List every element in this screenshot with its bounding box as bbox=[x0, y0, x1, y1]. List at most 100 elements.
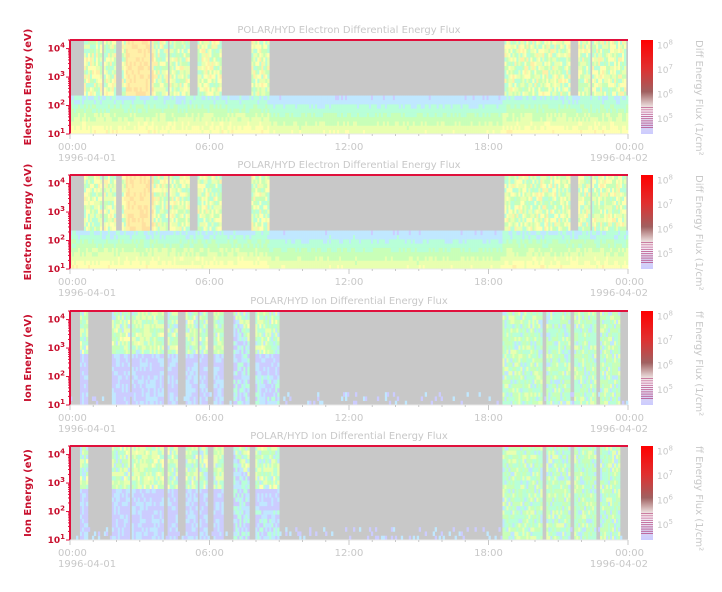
spectrogram-cell bbox=[522, 91, 525, 96]
spectrogram-cell bbox=[315, 125, 318, 131]
spectrogram-cell bbox=[554, 69, 557, 75]
spectrogram-cell bbox=[211, 69, 214, 75]
spectrogram-cell bbox=[578, 78, 581, 84]
spectrogram-cell bbox=[177, 52, 180, 58]
spectrogram-cell bbox=[289, 104, 292, 109]
spectrogram-cell bbox=[578, 48, 581, 54]
spectrogram-cell bbox=[161, 69, 164, 75]
spectrogram-cell bbox=[343, 108, 346, 113]
spectrogram-cell bbox=[556, 95, 559, 101]
spectrogram-cell bbox=[259, 52, 262, 58]
spectrogram-cell bbox=[486, 108, 489, 113]
spectrogram-cell bbox=[572, 129, 575, 135]
spectrogram-cell bbox=[245, 125, 248, 131]
spectrogram-cell bbox=[249, 104, 252, 109]
spectrogram-cell bbox=[253, 61, 256, 66]
spectrogram-cell bbox=[139, 226, 143, 231]
spectrogram-cell bbox=[135, 121, 139, 126]
spectrogram-cell bbox=[612, 95, 615, 101]
spectrogram-cell bbox=[145, 226, 149, 231]
spectrogram-cell bbox=[546, 108, 549, 113]
spectrogram-cell bbox=[269, 121, 272, 126]
spectrogram-cell bbox=[131, 91, 135, 96]
spectrogram-cell bbox=[584, 121, 587, 126]
spectrogram-cell bbox=[99, 48, 103, 54]
spectrogram-cell bbox=[598, 125, 601, 131]
spectrogram-cell bbox=[594, 61, 597, 66]
spectrogram-cell bbox=[103, 82, 107, 88]
spectrogram-cell bbox=[83, 116, 87, 122]
spectrogram-cell bbox=[141, 251, 145, 257]
spectrogram-cell bbox=[109, 192, 113, 197]
spectrogram-cell bbox=[380, 121, 384, 126]
spectrogram-cell bbox=[540, 91, 543, 96]
spectrogram-cell bbox=[87, 121, 91, 126]
spectrogram-cell bbox=[161, 121, 164, 126]
spectrogram-cell bbox=[594, 82, 597, 88]
spectrogram-cell bbox=[235, 129, 238, 135]
spectrogram-cell bbox=[504, 82, 507, 88]
spectrogram-cell bbox=[125, 61, 129, 66]
spectrogram-cell bbox=[93, 243, 97, 248]
spectrogram-cell bbox=[618, 40, 621, 45]
spectrogram-cell bbox=[602, 82, 605, 88]
spectrogram-cell bbox=[125, 57, 129, 62]
spectrogram-cell bbox=[203, 44, 206, 49]
spectrogram-cell bbox=[181, 116, 184, 122]
spectrogram-cell bbox=[303, 95, 306, 101]
spectrogram-cell bbox=[255, 74, 258, 79]
spectrogram-cell bbox=[171, 121, 174, 126]
spectrogram-cell bbox=[508, 116, 511, 122]
spectrogram-cell bbox=[143, 222, 147, 227]
spectrogram-cell bbox=[574, 112, 577, 118]
spectrogram-cell bbox=[249, 95, 252, 101]
spectrogram-cell bbox=[347, 125, 350, 131]
spectrogram-cell bbox=[506, 99, 509, 105]
spectrogram-cell bbox=[221, 116, 224, 122]
spectrogram-cell bbox=[378, 125, 382, 131]
spectrogram-cell bbox=[456, 99, 459, 105]
spectrogram-cell bbox=[550, 99, 553, 105]
spectrogram-cell bbox=[279, 112, 282, 118]
spectrogram-cell bbox=[233, 129, 236, 135]
spectrogram-cell bbox=[622, 104, 625, 109]
spectrogram-cell bbox=[211, 108, 214, 113]
spectrogram-cell bbox=[488, 104, 491, 109]
spectrogram-cell bbox=[341, 125, 344, 131]
spectrogram-cell bbox=[512, 74, 515, 79]
spectrogram-cell bbox=[594, 91, 597, 96]
spectrogram-cell bbox=[133, 209, 137, 214]
spectrogram-cell bbox=[506, 91, 509, 96]
spectrogram-cell bbox=[368, 112, 372, 118]
spectrogram-cell bbox=[390, 125, 394, 131]
spectrogram-cell bbox=[123, 40, 127, 45]
spectrogram-cell bbox=[107, 192, 111, 197]
spectrogram-cell bbox=[305, 104, 308, 109]
spectrogram-cell bbox=[580, 40, 583, 45]
spectrogram-cell bbox=[233, 125, 236, 131]
spectrogram-cell bbox=[510, 82, 513, 88]
spectrogram-cell bbox=[622, 95, 625, 101]
spectrogram-cell bbox=[263, 82, 266, 88]
spectrogram-cell bbox=[113, 129, 117, 135]
spectrogram-cell bbox=[83, 129, 87, 135]
spectrogram-cell bbox=[582, 87, 585, 92]
spectrogram-cell bbox=[596, 91, 599, 96]
spectrogram-cell bbox=[562, 65, 565, 71]
spectrogram-cell bbox=[528, 99, 531, 105]
spectrogram-cell bbox=[454, 99, 457, 105]
spectrogram-cell bbox=[143, 175, 147, 180]
spectrogram-cell bbox=[213, 61, 216, 66]
spectrogram-cell bbox=[610, 125, 613, 131]
spectrogram-cell bbox=[600, 78, 603, 84]
spectrogram-cell bbox=[95, 200, 99, 206]
spectrogram-cell bbox=[566, 99, 569, 105]
spectrogram-cell bbox=[213, 48, 216, 54]
spectrogram-cell bbox=[584, 74, 587, 79]
spectrogram-cell bbox=[235, 108, 238, 113]
spectrogram-cell bbox=[135, 104, 139, 109]
spectrogram-cell bbox=[95, 256, 99, 261]
spectrogram-cell bbox=[133, 217, 137, 223]
spectrogram-cell bbox=[141, 226, 145, 231]
spectrogram-cell bbox=[173, 121, 176, 126]
